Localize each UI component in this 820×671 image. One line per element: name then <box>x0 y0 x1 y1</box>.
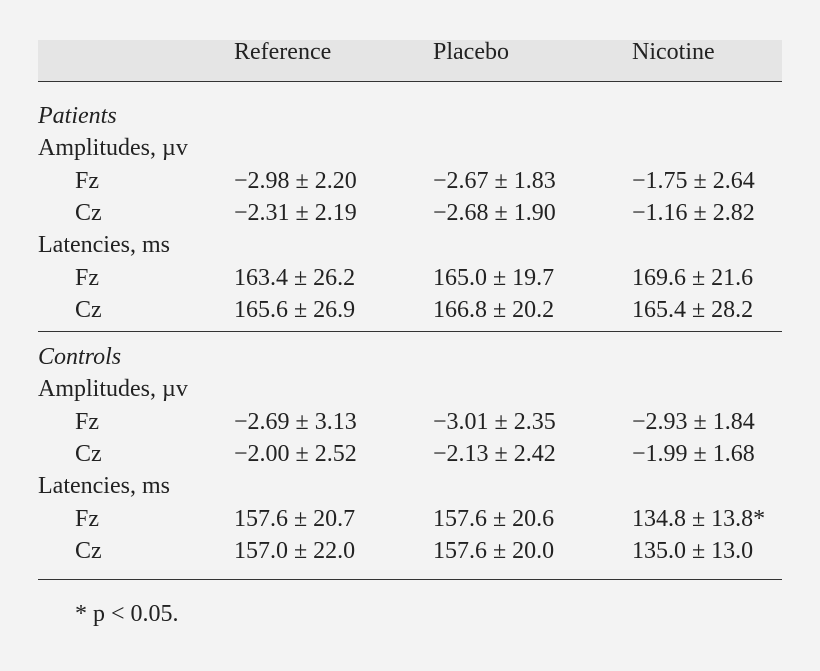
row-label: Cz <box>75 199 102 226</box>
group-label: Latencies, ms <box>38 232 170 259</box>
cell: 166.8 ± 20.2 <box>433 296 555 323</box>
cell: 165.4 ± 28.2 <box>632 296 754 323</box>
cell: −2.93 ± 1.84 <box>632 408 755 435</box>
footnote: * p < 0.05. <box>75 601 179 627</box>
section-rule <box>38 331 782 332</box>
cell: −2.69 ± 3.13 <box>234 408 357 435</box>
column-header: Nicotine <box>632 39 715 65</box>
cell: −2.00 ± 2.52 <box>234 440 357 467</box>
cell: −2.31 ± 2.19 <box>234 199 357 226</box>
cell: −1.75 ± 2.64 <box>632 167 755 194</box>
group-label: Amplitudes, µv <box>38 376 188 403</box>
cell: 134.8 ± 13.8* <box>632 505 766 532</box>
cell: −2.67 ± 1.83 <box>433 167 556 194</box>
cell: 157.6 ± 20.7 <box>234 505 356 532</box>
row-label: Fz <box>75 408 99 435</box>
row-label: Cz <box>75 296 102 323</box>
row-label: Cz <box>75 440 102 467</box>
row-label: Fz <box>75 505 99 532</box>
row-label: Cz <box>75 537 102 564</box>
row-label: Fz <box>75 167 99 194</box>
section-title: Controls <box>38 344 122 370</box>
cell: −1.99 ± 1.68 <box>632 440 755 467</box>
cell: 163.4 ± 26.2 <box>234 264 356 291</box>
cell: −3.01 ± 2.35 <box>433 408 556 435</box>
cell: −1.16 ± 2.82 <box>632 199 755 226</box>
group-label: Amplitudes, µv <box>38 135 188 162</box>
section-title: Patients <box>38 103 117 129</box>
group-label: Latencies, ms <box>38 473 170 500</box>
cell: 135.0 ± 13.0 <box>632 537 754 564</box>
cell: −2.68 ± 1.90 <box>433 199 556 226</box>
cell: −2.13 ± 2.42 <box>433 440 556 467</box>
column-header: Reference <box>234 39 332 65</box>
bottom-rule <box>38 579 782 580</box>
cell: 165.0 ± 19.7 <box>433 264 555 291</box>
cell: 157.6 ± 20.0 <box>433 537 555 564</box>
cell: 157.6 ± 20.6 <box>433 505 555 532</box>
cell: 165.6 ± 26.9 <box>234 296 356 323</box>
cell: 157.0 ± 22.0 <box>234 537 356 564</box>
row-label: Fz <box>75 264 99 291</box>
cell: −2.98 ± 2.20 <box>234 167 357 194</box>
cell: 169.6 ± 21.6 <box>632 264 754 291</box>
column-header: Placebo <box>433 39 509 65</box>
header-band <box>38 40 782 82</box>
